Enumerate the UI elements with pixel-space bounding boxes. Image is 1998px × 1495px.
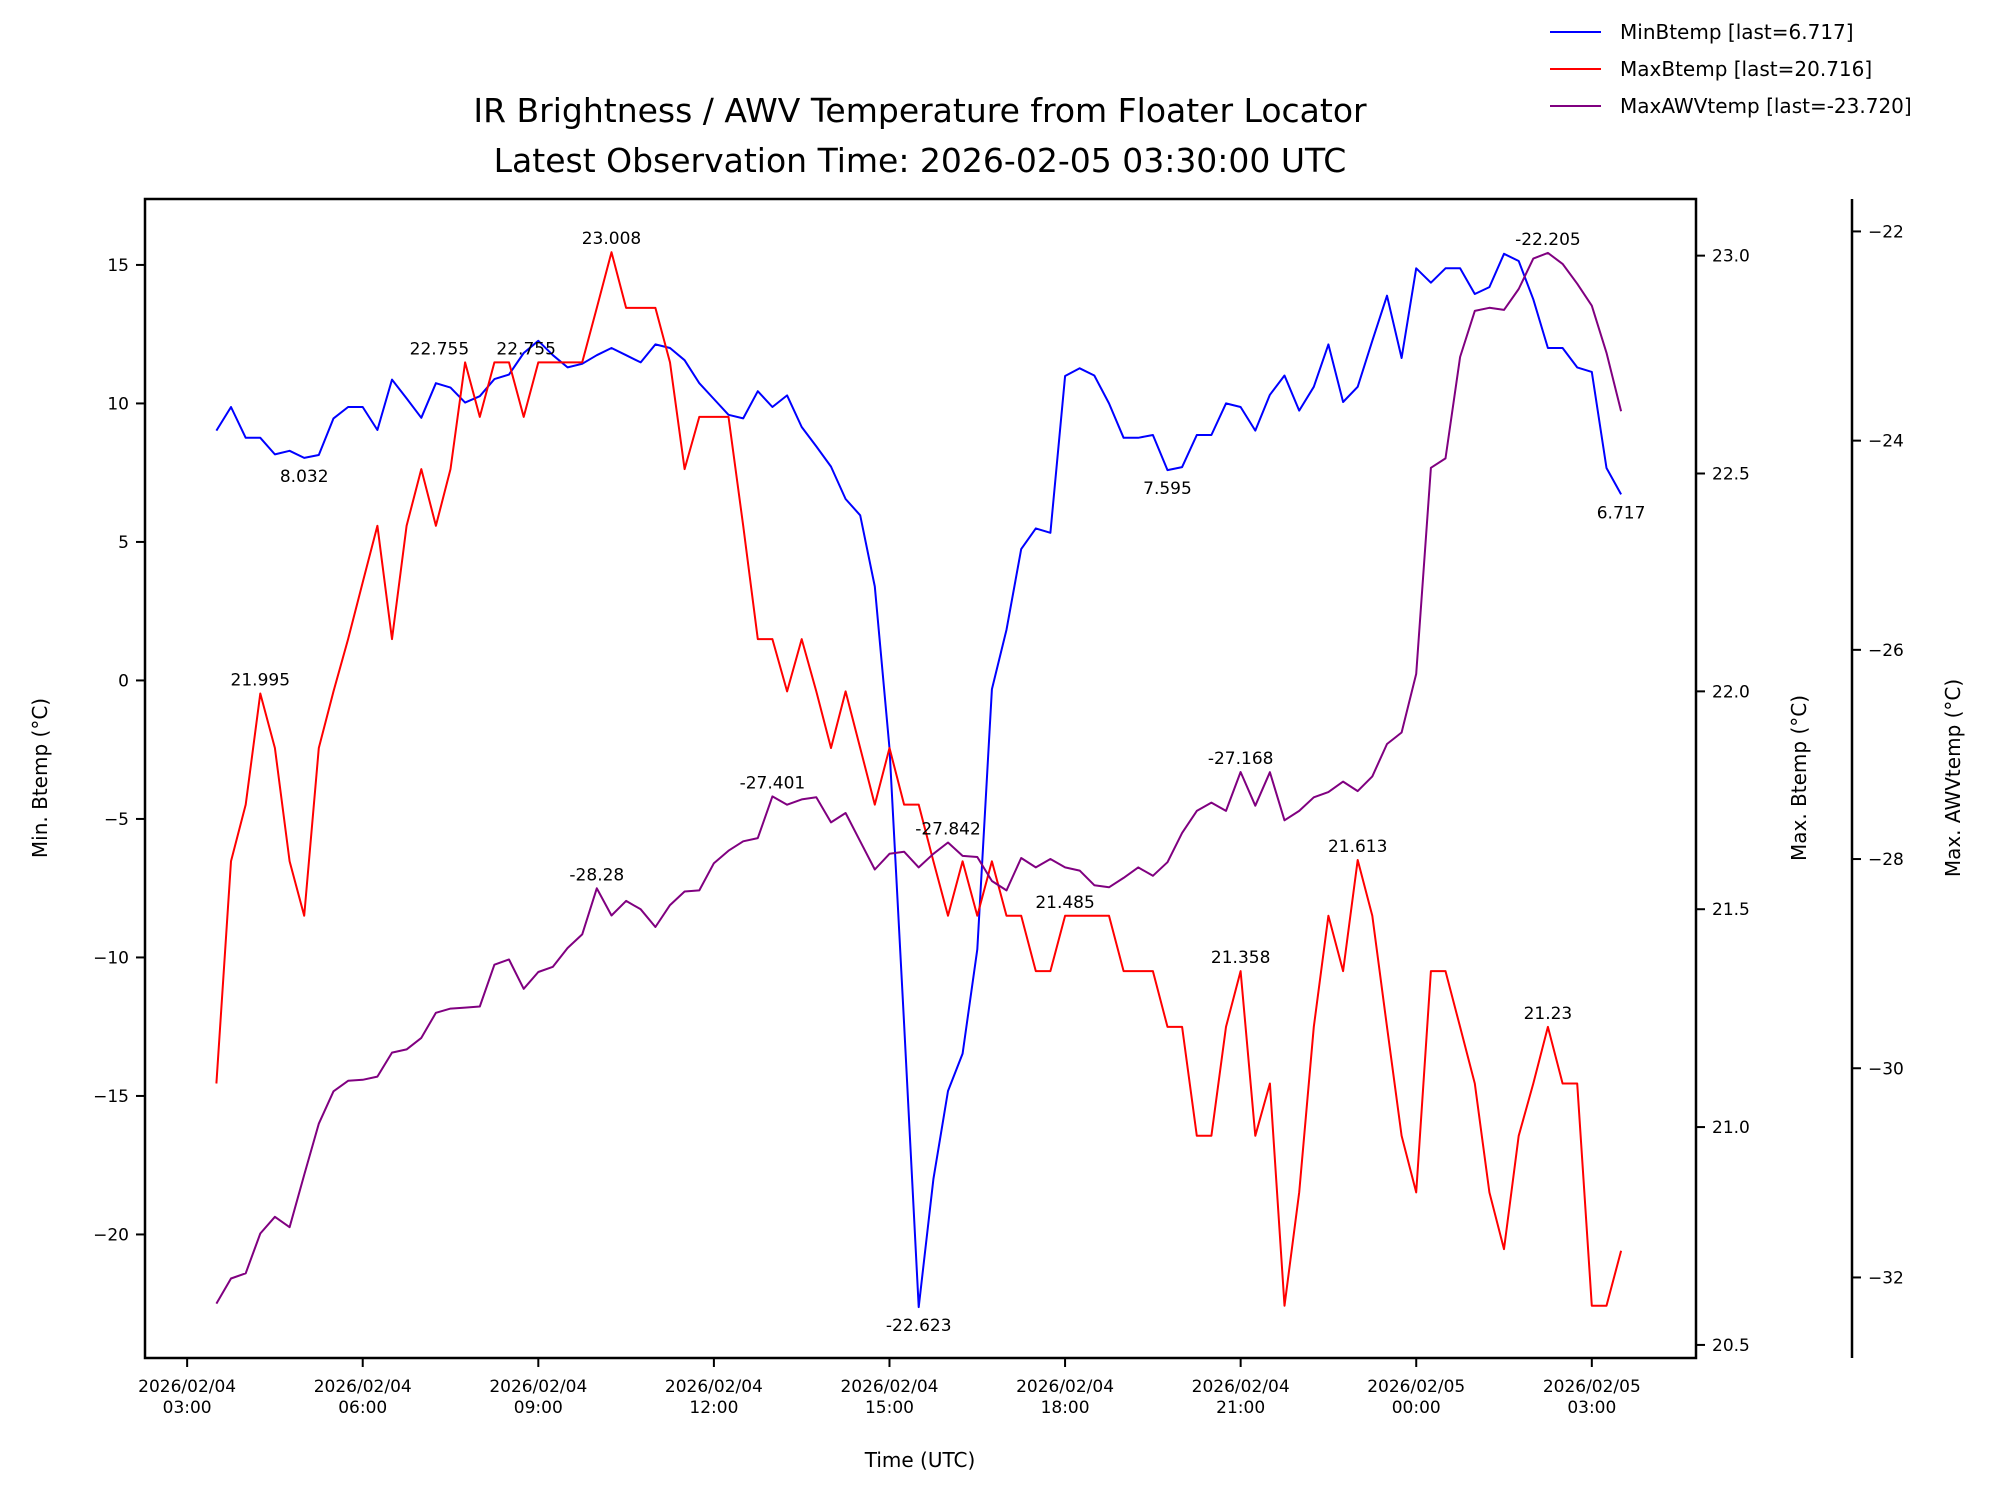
max-y-tick-label: 21.0 <box>1712 1118 1750 1138</box>
awv-y-tick-label: −30 <box>1868 1059 1904 1079</box>
x-axis-label: Time (UTC) <box>864 1448 976 1472</box>
min-y-tick-label: 15 <box>107 256 129 276</box>
min-y-tick-label: −5 <box>104 810 129 830</box>
min-y-tick-label: −20 <box>93 1225 129 1245</box>
awv-y-tick-label: −32 <box>1868 1268 1904 1288</box>
series-line-minbtemp <box>215 252 1622 1309</box>
data-label: 23.008 <box>582 229 641 249</box>
data-label: 21.485 <box>1035 893 1094 913</box>
data-label: 22.755 <box>410 339 469 359</box>
awv-y-tick-label: −26 <box>1868 641 1904 661</box>
data-label: 21.613 <box>1328 837 1387 857</box>
data-label: -22.623 <box>886 1316 952 1336</box>
plot-frame <box>143 197 1698 1360</box>
data-label: 21.995 <box>231 671 290 691</box>
y-axis-label-max: Max. Btemp (°C) <box>1787 695 1811 861</box>
x-tick-label: 2026/02/04 <box>1016 1377 1114 1397</box>
data-label: -28.28 <box>569 865 624 885</box>
max-y-tick-label: 21.5 <box>1712 900 1750 920</box>
min-y-tick-label: 0 <box>118 671 129 691</box>
y-axis-label-min: Min. Btemp (°C) <box>28 698 52 858</box>
series-line-maxawvtemp <box>215 251 1623 1305</box>
series-line-maxbtemp <box>215 251 1623 1307</box>
max-y-tick-label: 22.0 <box>1712 682 1750 702</box>
x-tick-label: 21:00 <box>1216 1398 1265 1418</box>
data-label: -27.401 <box>740 773 806 793</box>
legend: MinBtemp [last=6.717] MaxBtemp [last=20.7… <box>1550 20 1912 118</box>
awv-y-tick-label: −24 <box>1868 432 1904 452</box>
x-tick-label: 18:00 <box>1041 1398 1090 1418</box>
x-tick-label: 03:00 <box>163 1398 212 1418</box>
max-y-tick-label: 22.5 <box>1712 465 1750 485</box>
x-tick-label: 2026/02/05 <box>1367 1377 1465 1397</box>
data-label: -27.168 <box>1208 749 1274 769</box>
axes: 2026/02/0403:002026/02/0406:002026/02/04… <box>93 197 1904 1418</box>
chart-title-line2: Latest Observation Time: 2026-02-05 03:3… <box>494 141 1347 180</box>
data-label: 21.358 <box>1211 948 1270 968</box>
data-label: 8.032 <box>280 467 329 487</box>
legend-entry: MaxAWVtemp [last=-23.720] <box>1620 94 1912 118</box>
data-label: 21.23 <box>1524 1004 1573 1024</box>
min-y-tick-label: −10 <box>93 948 129 968</box>
data-label: 22.755 <box>496 339 555 359</box>
x-tick-label: 2026/02/04 <box>138 1377 236 1397</box>
min-y-tick-label: 5 <box>118 533 129 553</box>
legend-entry: MinBtemp [last=6.717] <box>1620 20 1854 44</box>
chart-title-line1: IR Brightness / AWV Temperature from Flo… <box>473 91 1367 130</box>
data-label: 7.595 <box>1143 479 1192 499</box>
x-tick-label: 06:00 <box>338 1398 387 1418</box>
max-y-tick-label: 23.0 <box>1712 247 1750 267</box>
min-y-tick-label: 10 <box>107 394 129 414</box>
x-tick-label: 12:00 <box>689 1398 738 1418</box>
legend-entry: MaxBtemp [last=20.716] <box>1620 57 1872 81</box>
data-label: -27.842 <box>915 820 981 840</box>
x-tick-label: 2026/02/05 <box>1543 1377 1641 1397</box>
x-tick-label: 09:00 <box>514 1398 563 1418</box>
plot-area: 8.032 7.595 6.717 -22.623 21.995 22.755 22.755… <box>215 229 1646 1336</box>
x-tick-label: 15:00 <box>865 1398 914 1418</box>
min-y-tick-label: −15 <box>93 1087 129 1107</box>
max-y-tick-label: 20.5 <box>1712 1336 1750 1356</box>
y-axis-label-awv: Max. AWVtemp (°C) <box>1941 679 1965 877</box>
x-tick-label: 2026/02/04 <box>665 1377 763 1397</box>
data-label: -22.205 <box>1515 230 1581 250</box>
x-tick-label: 00:00 <box>1392 1398 1441 1418</box>
x-tick-label: 2026/02/04 <box>489 1377 587 1397</box>
x-tick-label: 2026/02/04 <box>840 1377 938 1397</box>
x-tick-label: 03:00 <box>1567 1398 1616 1418</box>
x-tick-label: 2026/02/04 <box>314 1377 412 1397</box>
awv-y-tick-label: −22 <box>1868 222 1904 242</box>
x-tick-label: 2026/02/04 <box>1192 1377 1290 1397</box>
data-label: 6.717 <box>1597 503 1646 523</box>
awv-y-tick-label: −28 <box>1868 850 1904 870</box>
